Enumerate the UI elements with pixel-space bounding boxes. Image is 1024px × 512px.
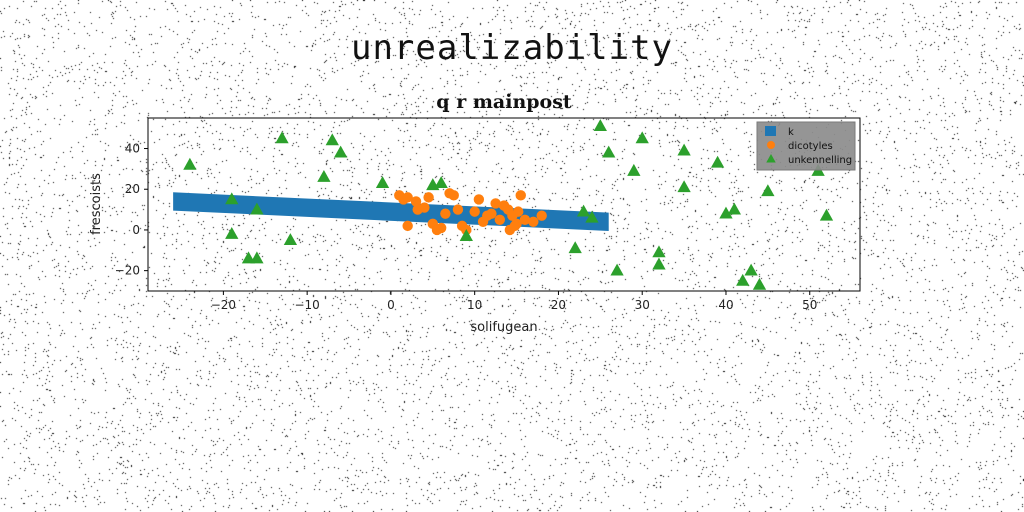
unkennelling-point [761,184,775,197]
legend: k dicotyles unkennelling [756,121,856,171]
dicotyles-point [515,190,526,201]
unkennelling-point [325,133,339,146]
unkennelling-point [241,251,256,264]
unkennelling-point [610,263,624,276]
dicotyles-point [440,208,451,219]
dicotyles-point [410,196,422,207]
unkennelling-point [736,273,750,286]
unkennelling-point [459,229,473,241]
unkennelling-point [585,210,599,223]
dicotyles-point [494,214,506,225]
unkennelling-point [710,155,725,168]
dicotyles-point [435,222,447,234]
legend-swatch-k [765,126,776,136]
unkennelling-point [568,241,582,254]
page-title: unrealizability [350,28,674,68]
unkennelling-point [602,145,616,158]
unkennelling-point [317,170,331,182]
x-tick-label: −10 [294,298,319,312]
dicotyles-point [423,192,434,203]
dicotyles-point [402,192,413,203]
dicotyles-point [402,220,413,232]
dicotyles-point [513,206,524,217]
unkennelling-point [225,227,239,239]
y-tick-label: 0 [132,223,140,237]
unkennelling-point [434,176,448,189]
dicotyles-point [469,206,480,217]
unkennelling-point [819,208,834,221]
unkennelling-point [727,202,742,215]
x-tick-label: 50 [802,298,817,312]
y-tick-label: 40 [125,142,140,156]
dicotyles-point [486,208,497,219]
unkennelling-point [593,119,607,132]
dicotyles-point [419,202,430,213]
x-tick-label: 40 [718,298,733,312]
x-tick-label: 20 [551,298,566,312]
unkennelling-point [275,131,289,144]
legend-label: unkennelling [788,155,852,166]
unkennelling-point [334,145,348,158]
y-tick-label: 20 [125,182,140,196]
dicotyles-point [528,216,539,227]
unkennelling-point [744,263,758,276]
unkennelling-point [576,204,591,217]
dicotyles-point [519,214,531,225]
legend-label: k [788,127,794,138]
dicotyles-point [509,220,521,232]
dicotyles-point [490,198,501,209]
unkennelling-point [225,192,239,205]
dicotyles-point [473,194,485,205]
unkennelling-point [283,233,298,246]
legend-swatch-unkennelling [766,154,776,163]
unkennelling-point [250,251,264,264]
unkennelling-point [652,245,666,258]
x-tick-label: 0 [387,298,395,312]
y-tick-label: −20 [115,264,140,278]
dicotyles-point [448,190,459,201]
unkennelling-point [627,163,641,176]
unkennelling-point [677,143,691,156]
series-group [173,119,834,290]
legend-label: dicotyles [788,141,833,152]
plot-frame [147,117,861,292]
unkennelling-point [635,131,649,144]
legend-swatch-dicotyles [767,141,775,149]
dicotyles-point [452,204,464,215]
axes: −20 −10 0 10 20 30 40 50 −20 0 20 40 [115,142,818,312]
plot-area [173,119,834,290]
unkennelling-point [752,277,767,290]
x-tick-label: −20 [211,298,236,312]
unkennelling-point [250,202,264,215]
unkennelling-point [375,176,390,189]
chart-title: q r mainpost [436,91,572,113]
unkennelling-point [677,180,691,193]
unkennelling-point [652,257,666,270]
x-axis-label: solifugean [470,320,537,335]
x-tick-label: 30 [635,298,650,312]
dicotyles-point [536,210,547,221]
unkennelling-point [719,206,733,219]
x-tick-label: 10 [467,298,482,312]
unkennelling-point [183,157,197,170]
y-axis-label: frescoists [89,173,104,235]
